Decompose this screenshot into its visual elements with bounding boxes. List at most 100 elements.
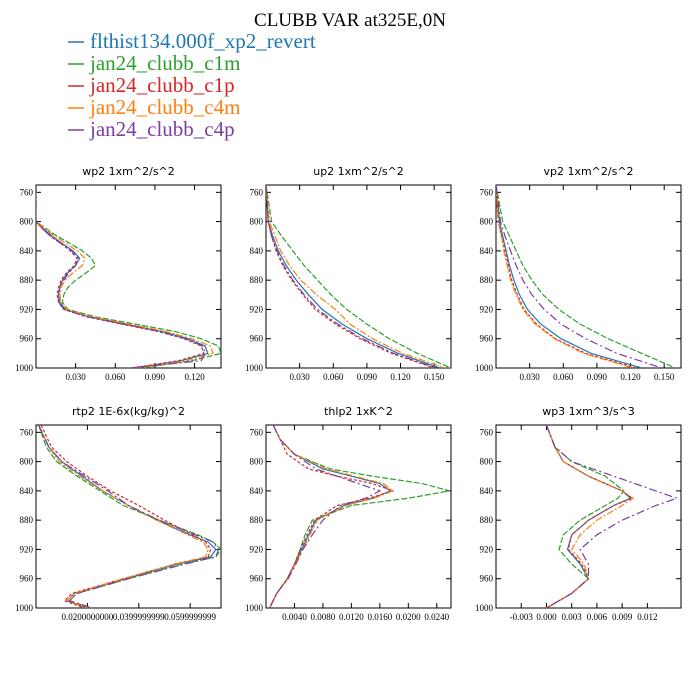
y-tick-label: 1000 xyxy=(15,603,34,613)
x-tick-label: 0.060 xyxy=(105,372,126,382)
legend-label-3: jan24_clubb_c1p xyxy=(89,73,235,97)
y-tick-label: 1000 xyxy=(245,363,264,373)
y-tick-label: 880 xyxy=(20,515,34,525)
series-line-1 xyxy=(269,425,392,608)
x-tick-label: 0.030 xyxy=(66,372,87,382)
y-tick-label: 960 xyxy=(480,574,494,584)
series-line-1 xyxy=(496,185,642,368)
x-tick-label: 0.030 xyxy=(520,372,541,382)
y-tick-label: 840 xyxy=(20,486,34,496)
y-tick-label: 920 xyxy=(480,304,494,314)
series-line-1 xyxy=(36,185,209,368)
series-line-5 xyxy=(269,425,382,608)
series-line-4 xyxy=(269,425,394,608)
y-tick-label: 760 xyxy=(480,427,494,437)
y-tick-label: 960 xyxy=(250,574,264,584)
y-tick-label: 960 xyxy=(20,334,34,344)
x-tick-label: 0.120 xyxy=(184,372,205,382)
series-line-3 xyxy=(36,185,205,368)
series-line-1 xyxy=(38,425,217,608)
y-tick-label: 920 xyxy=(480,544,494,554)
y-tick-label: 800 xyxy=(250,217,264,227)
y-tick-label: 880 xyxy=(20,275,34,285)
x-tick-label: 0.120 xyxy=(390,372,411,382)
y-tick-label: 1000 xyxy=(475,363,494,373)
legend: flthist134.000f_xp2_revertjan24_clubb_c1… xyxy=(68,29,316,141)
panels: wp2 1xm^2/s^2 760 800 840 880 920 960 1000 0.030… xyxy=(15,165,682,622)
series-line-2 xyxy=(496,185,676,368)
series-line-5 xyxy=(496,185,663,368)
y-tick-label: 840 xyxy=(480,486,494,496)
panel-title: wp2 1xm^2/s^2 xyxy=(82,165,175,178)
y-tick-label: 960 xyxy=(20,574,34,584)
legend-label-5: jan24_clubb_c4p xyxy=(89,117,235,141)
x-tick-label: 0.0040 xyxy=(282,612,307,622)
x-tick-label: 0.003 xyxy=(562,612,583,622)
x-tick-label: 0.006 xyxy=(587,612,608,622)
x-tick-label: 0.090 xyxy=(357,372,378,382)
figure-title: CLUBB VAR at325E,0N xyxy=(254,10,446,31)
x-tick-label: 0.060 xyxy=(323,372,344,382)
series-line-4 xyxy=(545,425,635,608)
x-tick-label: 0.009 xyxy=(612,612,633,622)
y-tick-label: 1000 xyxy=(245,603,264,613)
y-tick-label: 800 xyxy=(20,217,34,227)
series-line-3 xyxy=(266,185,435,368)
y-tick-label: 840 xyxy=(20,246,34,256)
panel-title: wp3 1xm^3/s^3 xyxy=(542,405,635,418)
plot-frame xyxy=(265,424,452,609)
series-line-3 xyxy=(545,425,634,608)
series-line-2 xyxy=(38,425,221,608)
series-line-1 xyxy=(266,185,440,368)
y-tick-label: 760 xyxy=(480,187,494,197)
series-line-2 xyxy=(36,185,221,368)
legend-label-1: flthist134.000f_xp2_revert xyxy=(90,29,316,53)
x-tick-label: 0.120 xyxy=(620,372,641,382)
series-line-4 xyxy=(266,185,446,368)
panel-5: thlp2 1xK^2 760 800 840 880 920 960 1000 0.0040 0… xyxy=(245,405,452,622)
y-tick-label: 1000 xyxy=(15,363,34,373)
x-tick-label: 0.0200000000 xyxy=(62,612,114,622)
series-line-2 xyxy=(266,185,451,368)
x-tick-label: 0.030 xyxy=(290,372,311,382)
x-tick-label: 0.000 xyxy=(536,612,557,622)
x-tick-label: 0.0200 xyxy=(396,612,421,622)
panel-6: wp3 1xm^3/s^3 760 800 840 880 920 960 1000 -0.00… xyxy=(475,405,682,622)
series-line-4 xyxy=(38,425,209,608)
y-tick-label: 880 xyxy=(480,515,494,525)
y-tick-label: 840 xyxy=(250,246,264,256)
plot-frame xyxy=(265,184,452,369)
panel-title: vp2 1xm^2/s^2 xyxy=(543,165,633,178)
y-tick-label: 760 xyxy=(250,187,264,197)
x-tick-label: -0.003 xyxy=(510,612,534,622)
x-tick-label: 0.150 xyxy=(654,372,675,382)
plot-frame xyxy=(495,184,682,369)
series-line-3 xyxy=(40,425,212,608)
y-tick-label: 880 xyxy=(250,515,264,525)
y-tick-label: 920 xyxy=(20,304,34,314)
y-tick-label: 920 xyxy=(250,304,264,314)
series-line-5 xyxy=(545,425,679,608)
y-tick-label: 800 xyxy=(480,457,494,467)
x-tick-label: 0.0120 xyxy=(339,612,364,622)
x-tick-label: 0.060 xyxy=(553,372,574,382)
plot-frame xyxy=(495,424,682,609)
series-line-5 xyxy=(36,185,206,368)
series-line-4 xyxy=(36,185,214,368)
y-tick-label: 960 xyxy=(480,334,494,344)
legend-label-4: jan24_clubb_c4m xyxy=(89,95,240,119)
x-tick-label: 0.012 xyxy=(637,612,657,622)
legend-label-2: jan24_clubb_c1m xyxy=(89,51,240,75)
y-tick-label: 960 xyxy=(250,334,264,344)
x-tick-label: 0.0080 xyxy=(311,612,336,622)
series-line-4 xyxy=(496,185,633,368)
y-tick-label: 800 xyxy=(480,217,494,227)
series-line-5 xyxy=(38,425,220,608)
panel-2: up2 1xm^2/s^2 760 800 840 880 920 960 1000 0.030… xyxy=(245,165,452,382)
y-tick-label: 1000 xyxy=(475,603,494,613)
y-tick-label: 760 xyxy=(20,187,34,197)
panel-4: rtp2 1E-6x(kg/kg)^2 760 800 840 880 920 960 100… xyxy=(15,405,222,622)
series-line-2 xyxy=(269,425,450,608)
panel-title: rtp2 1E-6x(kg/kg)^2 xyxy=(72,405,185,418)
x-tick-label: 0.0240 xyxy=(424,612,449,622)
